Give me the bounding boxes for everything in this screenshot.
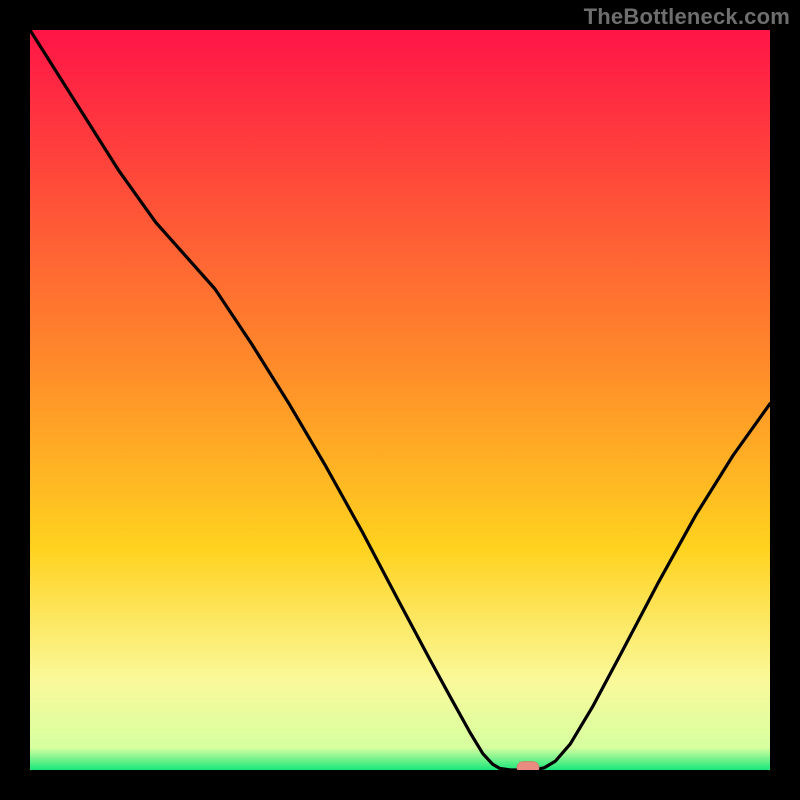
chart-container: TheBottleneck.com bbox=[0, 0, 800, 800]
bottleneck-curve bbox=[30, 30, 770, 770]
plot-svg bbox=[30, 30, 770, 770]
watermark-text: TheBottleneck.com bbox=[584, 4, 790, 30]
optimal-point-marker bbox=[517, 761, 539, 770]
plot-area bbox=[30, 30, 770, 770]
